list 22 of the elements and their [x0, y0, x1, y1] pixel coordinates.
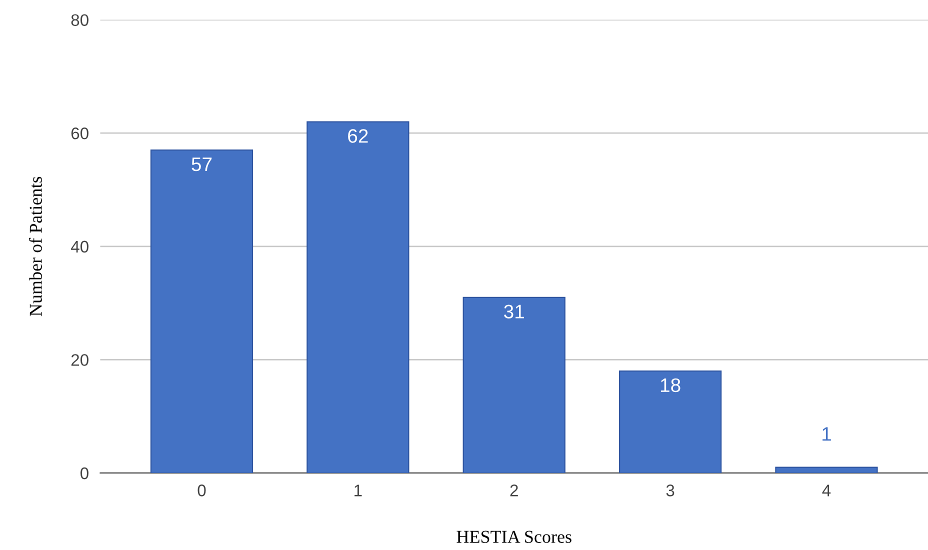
- y-tick-label: 40: [70, 240, 88, 253]
- x-tick-label: 4: [822, 484, 831, 496]
- y-axis-title: Number of Patients: [29, 176, 42, 316]
- x-axis-title: HESTIA Scores: [456, 530, 572, 543]
- x-tick-label: 0: [198, 484, 206, 496]
- bar: [775, 466, 878, 473]
- bar: [618, 370, 722, 473]
- data-label: 57: [192, 158, 212, 172]
- data-label: 1: [822, 427, 831, 441]
- y-tick-label: 60: [71, 128, 88, 140]
- y-tick-label: 0: [80, 467, 88, 480]
- data-label: 62: [348, 129, 368, 143]
- data-label: 31: [504, 304, 524, 318]
- x-tick-label: 1: [354, 484, 362, 496]
- y-tick-label: 80: [71, 14, 88, 26]
- x-tick-label: 3: [666, 484, 674, 496]
- x-tick-label: 2: [510, 484, 518, 496]
- y-tick-label: 20: [71, 354, 88, 366]
- bar: [306, 121, 410, 473]
- data-label: 18: [660, 378, 680, 392]
- bar: [462, 296, 566, 473]
- bar: [150, 150, 254, 473]
